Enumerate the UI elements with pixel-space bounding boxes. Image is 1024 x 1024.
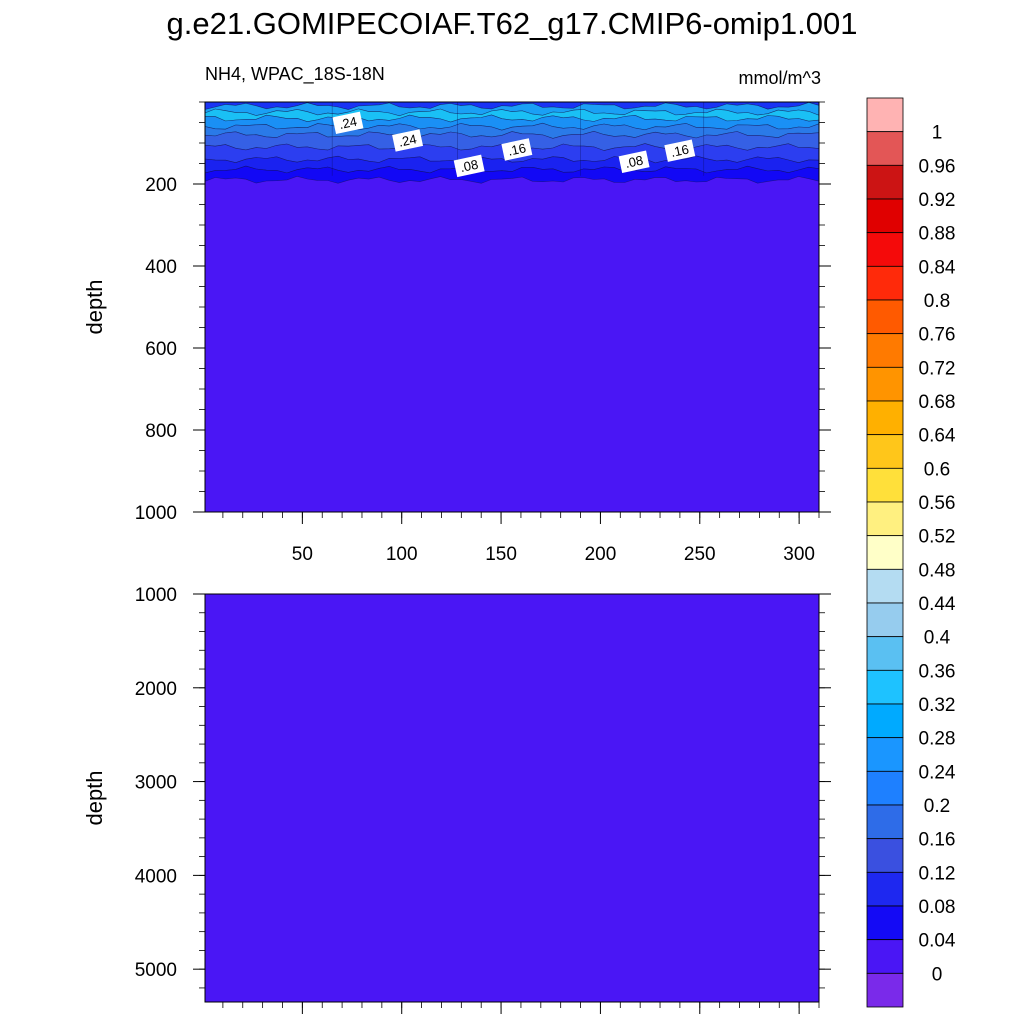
colorbar-swatch — [866, 501, 904, 537]
colorbar-label: 0.48 — [919, 560, 956, 581]
contour-label-text: .16 — [506, 140, 527, 158]
colorbar-label: 0.32 — [919, 695, 956, 716]
panel-fill — [205, 594, 819, 1002]
contour-label-bg — [453, 154, 485, 178]
colorbar-swatch — [866, 131, 904, 166]
x-tick-label: 150 — [485, 544, 517, 565]
contour-label: .16 — [501, 138, 533, 161]
colorbar-label: 0.68 — [919, 392, 956, 413]
colorbar-swatch — [866, 434, 904, 469]
colorbar-label: 0.64 — [919, 426, 956, 447]
contour-label-bg — [392, 129, 424, 152]
contour-label: .08 — [618, 150, 650, 174]
colorbar-swatch — [866, 568, 904, 604]
colorbar-swatch — [866, 164, 904, 200]
colorbar-swatch — [866, 299, 904, 335]
colorbar-swatch — [866, 838, 904, 873]
variable-region-label: NH4, WPAC_18S-18N — [205, 64, 385, 84]
y-axis-label: depth — [82, 770, 107, 825]
colorbar-swatch — [866, 669, 904, 705]
x-tick-label: 300 — [783, 544, 815, 565]
colorbar-label: 0.52 — [919, 527, 956, 548]
colorbar-swatch — [866, 333, 904, 368]
x-tick-label: 100 — [386, 544, 418, 565]
x-tick-label: 250 — [684, 544, 716, 565]
x-tick-label: 200 — [585, 544, 617, 565]
y-tick-label: 4000 — [135, 866, 177, 887]
colorbar-swatch — [866, 636, 904, 671]
colorbar-label: 0.56 — [919, 493, 956, 514]
panel-frame — [204, 593, 820, 1003]
contour-label-bg — [664, 139, 696, 162]
x-tick-label: 50 — [292, 544, 313, 565]
colorbar-swatch — [866, 804, 904, 840]
contour-label-bg — [501, 138, 533, 161]
colorbar-label: 0.8 — [924, 291, 950, 312]
colorbar-swatch — [866, 939, 904, 974]
y-tick-label: 400 — [145, 257, 177, 278]
contour-label-text: .24 — [397, 131, 418, 149]
colorbar-swatch — [866, 737, 904, 772]
contour-label-text: .24 — [338, 114, 359, 132]
y-tick-label: 200 — [145, 175, 177, 196]
colorbar-label: 0.08 — [919, 897, 956, 918]
colorbar-label: 0.2 — [924, 796, 950, 817]
colorbar-label: 0.76 — [919, 325, 956, 346]
colorbar-label: 0.72 — [919, 358, 956, 379]
colorbar-swatch — [866, 265, 904, 301]
colorbar-label: 0.96 — [919, 156, 956, 177]
y-axis-label: depth — [82, 279, 107, 334]
colorbar-swatch — [866, 770, 904, 806]
colorbar-swatch — [866, 97, 904, 133]
colorbar-swatch — [866, 602, 904, 638]
colorbar: 1 0.96 0.92 0.88 0.84 0.8 0.76 0.72 0.68 0.64 0.6 0… — [866, 97, 956, 1008]
colorbar-swatch — [866, 198, 904, 234]
y-tick-label: 2000 — [135, 679, 177, 700]
y-tick-label: 5000 — [135, 960, 177, 981]
colorbar-label: 0.92 — [919, 190, 956, 211]
colorbar-label: 0.36 — [919, 661, 956, 682]
contour-label: .24 — [332, 111, 364, 135]
colorbar-label: 0.24 — [919, 762, 956, 783]
colorbar-swatch — [866, 400, 904, 436]
colorbar-label: 1 — [932, 123, 943, 144]
panel-lower: 1000 2000 3000 4000 5000 depth — [82, 585, 831, 1014]
units-label: mmol/m^3 — [738, 68, 821, 88]
colorbar-label: 0.44 — [919, 594, 956, 615]
y-tick-label: 1000 — [135, 585, 177, 606]
contour-label-text: .08 — [459, 157, 480, 175]
y-tick-label: 600 — [145, 339, 177, 360]
y-tick-label: 1000 — [135, 503, 177, 524]
contour-label-bg — [618, 150, 650, 174]
colorbar-label: 0.4 — [924, 628, 951, 649]
colorbar-swatch — [866, 535, 904, 570]
contour-label-bg — [332, 111, 364, 135]
colorbar-label: 0.88 — [919, 224, 956, 245]
colorbar-label: 0.6 — [924, 459, 950, 480]
contour-label-text: .08 — [624, 153, 645, 171]
colorbar-swatch — [866, 366, 904, 402]
colorbar-swatch — [866, 905, 904, 941]
contour-label: .16 — [664, 139, 696, 162]
colorbar-swatch — [866, 232, 904, 267]
chart-title: g.e21.GOMIPECOIAF.T62_g17.CMIP6-omip1.00… — [166, 6, 858, 41]
colorbar-swatch — [866, 703, 904, 739]
panel-upper: .24 .24 .08 .16 .08 .16 200 400 600 800 1000 depth 5… — [82, 101, 831, 565]
colorbar-label: 0 — [932, 964, 943, 985]
colorbar-label: 0.84 — [919, 257, 956, 278]
contour-label: .08 — [453, 154, 485, 178]
colorbar-swatch — [866, 871, 904, 907]
colorbar-swatch — [866, 467, 904, 503]
contour-label: .24 — [392, 129, 424, 152]
contour-label-text: .16 — [669, 141, 690, 159]
colorbar-swatch — [866, 972, 904, 1008]
colorbar-label: 0.12 — [919, 863, 956, 884]
y-tick-label: 3000 — [135, 773, 177, 794]
y-tick-label: 800 — [145, 421, 177, 442]
colorbar-label: 0.28 — [919, 729, 956, 750]
colorbar-label: 0.16 — [919, 830, 956, 851]
colorbar-label: 0.04 — [919, 931, 956, 952]
